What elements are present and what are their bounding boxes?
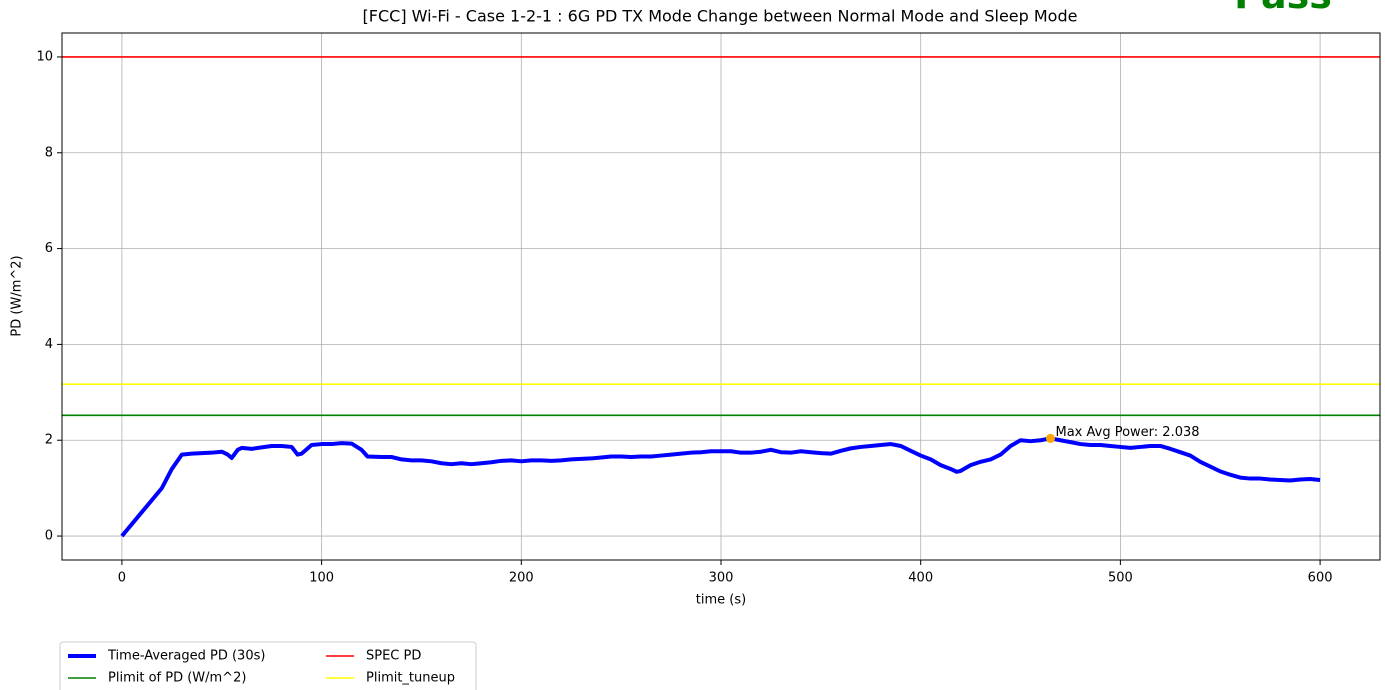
legend-label: SPEC PD xyxy=(366,649,421,664)
chart-title: [FCC] Wi-Fi - Case 1-2-1 : 6G PD TX Mode… xyxy=(363,7,1078,26)
status-text: Pass xyxy=(1234,0,1332,17)
plot-frame xyxy=(61,32,1381,561)
max-point xyxy=(1046,433,1055,443)
x-tick-label: 200 xyxy=(509,571,534,586)
legend-box xyxy=(59,641,477,690)
x-tick-label: 100 xyxy=(309,571,334,586)
legend-label: Plimit of PD (W/m^2) xyxy=(108,671,246,686)
y-tick-label: 8 xyxy=(45,145,53,160)
x-tick-label: 600 xyxy=(1308,571,1333,586)
data-line xyxy=(120,436,1321,538)
annotation: Max Avg Power: 2.038 xyxy=(1056,425,1200,440)
legend-label: Time-Averaged PD (30s) xyxy=(107,649,265,664)
y-tick-label: 6 xyxy=(45,241,53,256)
x-tick-label: 300 xyxy=(709,571,734,586)
y-tick-label: 4 xyxy=(45,337,53,352)
x-tick-label: 500 xyxy=(1108,571,1133,586)
x-axis-label: time (s) xyxy=(696,593,746,608)
x-tick-label: 0 xyxy=(118,571,126,586)
y-tick-label: 10 xyxy=(36,49,53,64)
y-tick-label: 0 xyxy=(45,529,53,544)
y-axis-label: PD (W/m^2) xyxy=(10,255,25,336)
x-tick-label: 400 xyxy=(908,571,933,586)
legend-label: Plimit_tuneup xyxy=(366,671,455,686)
y-tick-label: 2 xyxy=(45,433,53,448)
